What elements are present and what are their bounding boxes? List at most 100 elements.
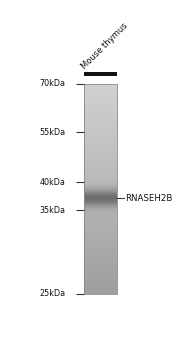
Bar: [84, 253, 116, 254]
Bar: [84, 159, 116, 160]
Bar: [84, 248, 116, 249]
Bar: [84, 140, 116, 141]
Bar: [84, 245, 116, 246]
Bar: [84, 276, 116, 277]
Bar: [84, 225, 116, 226]
Bar: [84, 224, 116, 225]
Bar: [84, 274, 116, 275]
Bar: [84, 97, 116, 98]
Bar: [84, 239, 116, 240]
Bar: [84, 118, 116, 119]
Bar: [84, 221, 116, 222]
Bar: [84, 184, 116, 185]
Bar: [84, 130, 116, 131]
Bar: [84, 259, 116, 260]
Bar: [84, 139, 116, 140]
Bar: [84, 228, 116, 229]
Bar: [84, 261, 116, 262]
Bar: [84, 241, 116, 242]
Text: 40kDa: 40kDa: [40, 178, 66, 187]
Bar: [84, 259, 116, 260]
Bar: [84, 271, 116, 272]
Bar: [84, 152, 116, 153]
Bar: [84, 204, 116, 205]
Text: 55kDa: 55kDa: [40, 128, 66, 137]
Bar: [84, 100, 116, 101]
Bar: [84, 111, 116, 112]
Bar: [84, 101, 116, 102]
Bar: [84, 186, 116, 187]
Bar: [84, 271, 116, 272]
Bar: [84, 109, 116, 110]
Bar: [84, 191, 116, 192]
Bar: [84, 115, 116, 116]
Text: 70kDa: 70kDa: [40, 79, 66, 88]
Bar: [84, 159, 116, 160]
Bar: [84, 292, 116, 293]
Bar: [84, 129, 116, 130]
Bar: [84, 147, 116, 148]
Bar: [84, 265, 116, 266]
Bar: [84, 270, 116, 271]
Bar: [84, 273, 116, 274]
Bar: [84, 113, 116, 114]
Bar: [84, 247, 116, 248]
Bar: [84, 226, 116, 227]
Bar: [84, 123, 116, 124]
Bar: [84, 226, 116, 228]
Bar: [84, 211, 116, 212]
Bar: [84, 86, 116, 87]
Bar: [84, 268, 116, 269]
Bar: [84, 88, 116, 89]
Text: 35kDa: 35kDa: [40, 206, 66, 215]
Bar: [84, 163, 116, 164]
Bar: [84, 257, 116, 258]
Bar: [84, 282, 116, 284]
Bar: [84, 169, 116, 170]
Bar: [84, 174, 116, 175]
Bar: [84, 238, 116, 239]
Bar: [84, 277, 116, 278]
Bar: [84, 205, 116, 206]
Bar: [84, 233, 116, 235]
Bar: [84, 154, 116, 155]
Bar: [84, 168, 116, 169]
Bar: [84, 163, 116, 164]
Bar: [84, 266, 116, 267]
Bar: [84, 287, 116, 288]
Bar: [84, 170, 116, 171]
Bar: [84, 181, 116, 182]
Bar: [84, 167, 116, 168]
Bar: [84, 218, 116, 219]
Bar: [84, 120, 116, 121]
Bar: [84, 91, 116, 92]
Bar: [84, 107, 116, 108]
Bar: [84, 240, 116, 241]
Bar: [84, 90, 116, 91]
Bar: [84, 198, 116, 200]
Bar: [84, 177, 116, 178]
Bar: [84, 260, 116, 261]
Bar: [84, 126, 116, 127]
Bar: [84, 179, 116, 180]
Bar: [84, 178, 116, 179]
Bar: [84, 251, 116, 252]
Bar: [84, 256, 116, 257]
Bar: [84, 282, 116, 283]
Bar: [84, 197, 116, 198]
Bar: [84, 119, 116, 120]
Bar: [84, 85, 116, 86]
Bar: [84, 164, 116, 165]
Bar: [84, 199, 116, 200]
Bar: [84, 279, 116, 280]
Bar: [84, 280, 116, 281]
Bar: [84, 147, 116, 148]
Bar: [84, 98, 116, 99]
Bar: [84, 140, 116, 141]
Bar: [84, 224, 116, 225]
Bar: [84, 142, 116, 143]
Bar: [84, 264, 116, 265]
Bar: [84, 210, 116, 211]
Bar: [84, 254, 116, 256]
Bar: [84, 99, 116, 100]
